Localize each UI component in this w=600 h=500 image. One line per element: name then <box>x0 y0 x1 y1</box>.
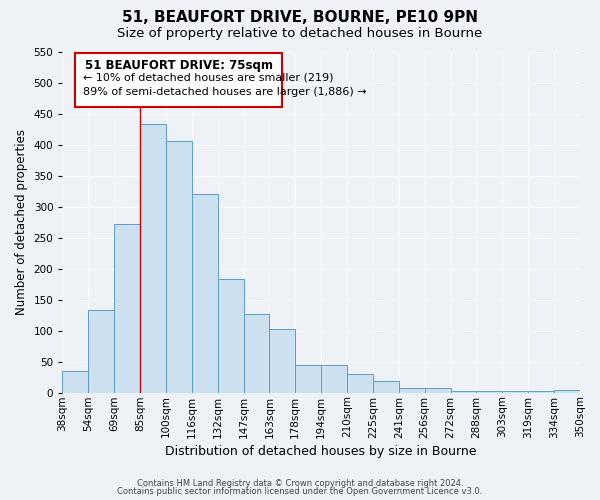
Bar <box>425 388 451 392</box>
Text: Size of property relative to detached houses in Bourne: Size of property relative to detached ho… <box>118 28 482 40</box>
Bar <box>192 194 218 392</box>
Text: 51 BEAUFORT DRIVE: 75sqm: 51 BEAUFORT DRIVE: 75sqm <box>85 59 273 72</box>
FancyBboxPatch shape <box>75 52 283 108</box>
Bar <box>347 374 373 392</box>
Bar <box>399 388 425 392</box>
Text: 89% of semi-detached houses are larger (1,886) →: 89% of semi-detached houses are larger (… <box>83 87 367 97</box>
Bar <box>244 314 269 392</box>
Bar <box>295 364 321 392</box>
Bar <box>373 381 399 392</box>
Text: Contains public sector information licensed under the Open Government Licence v3: Contains public sector information licen… <box>118 487 482 496</box>
Bar <box>269 329 295 392</box>
Bar <box>321 364 347 392</box>
Bar <box>62 371 88 392</box>
Y-axis label: Number of detached properties: Number of detached properties <box>15 129 28 315</box>
Text: Contains HM Land Registry data © Crown copyright and database right 2024.: Contains HM Land Registry data © Crown c… <box>137 478 463 488</box>
Bar <box>114 224 140 392</box>
Bar <box>554 390 580 392</box>
Text: 51, BEAUFORT DRIVE, BOURNE, PE10 9PN: 51, BEAUFORT DRIVE, BOURNE, PE10 9PN <box>122 10 478 25</box>
Text: ← 10% of detached houses are smaller (219): ← 10% of detached houses are smaller (21… <box>83 72 334 83</box>
Bar <box>218 278 244 392</box>
Bar <box>88 310 114 392</box>
Bar <box>140 124 166 392</box>
Bar <box>166 142 192 392</box>
X-axis label: Distribution of detached houses by size in Bourne: Distribution of detached houses by size … <box>166 444 477 458</box>
